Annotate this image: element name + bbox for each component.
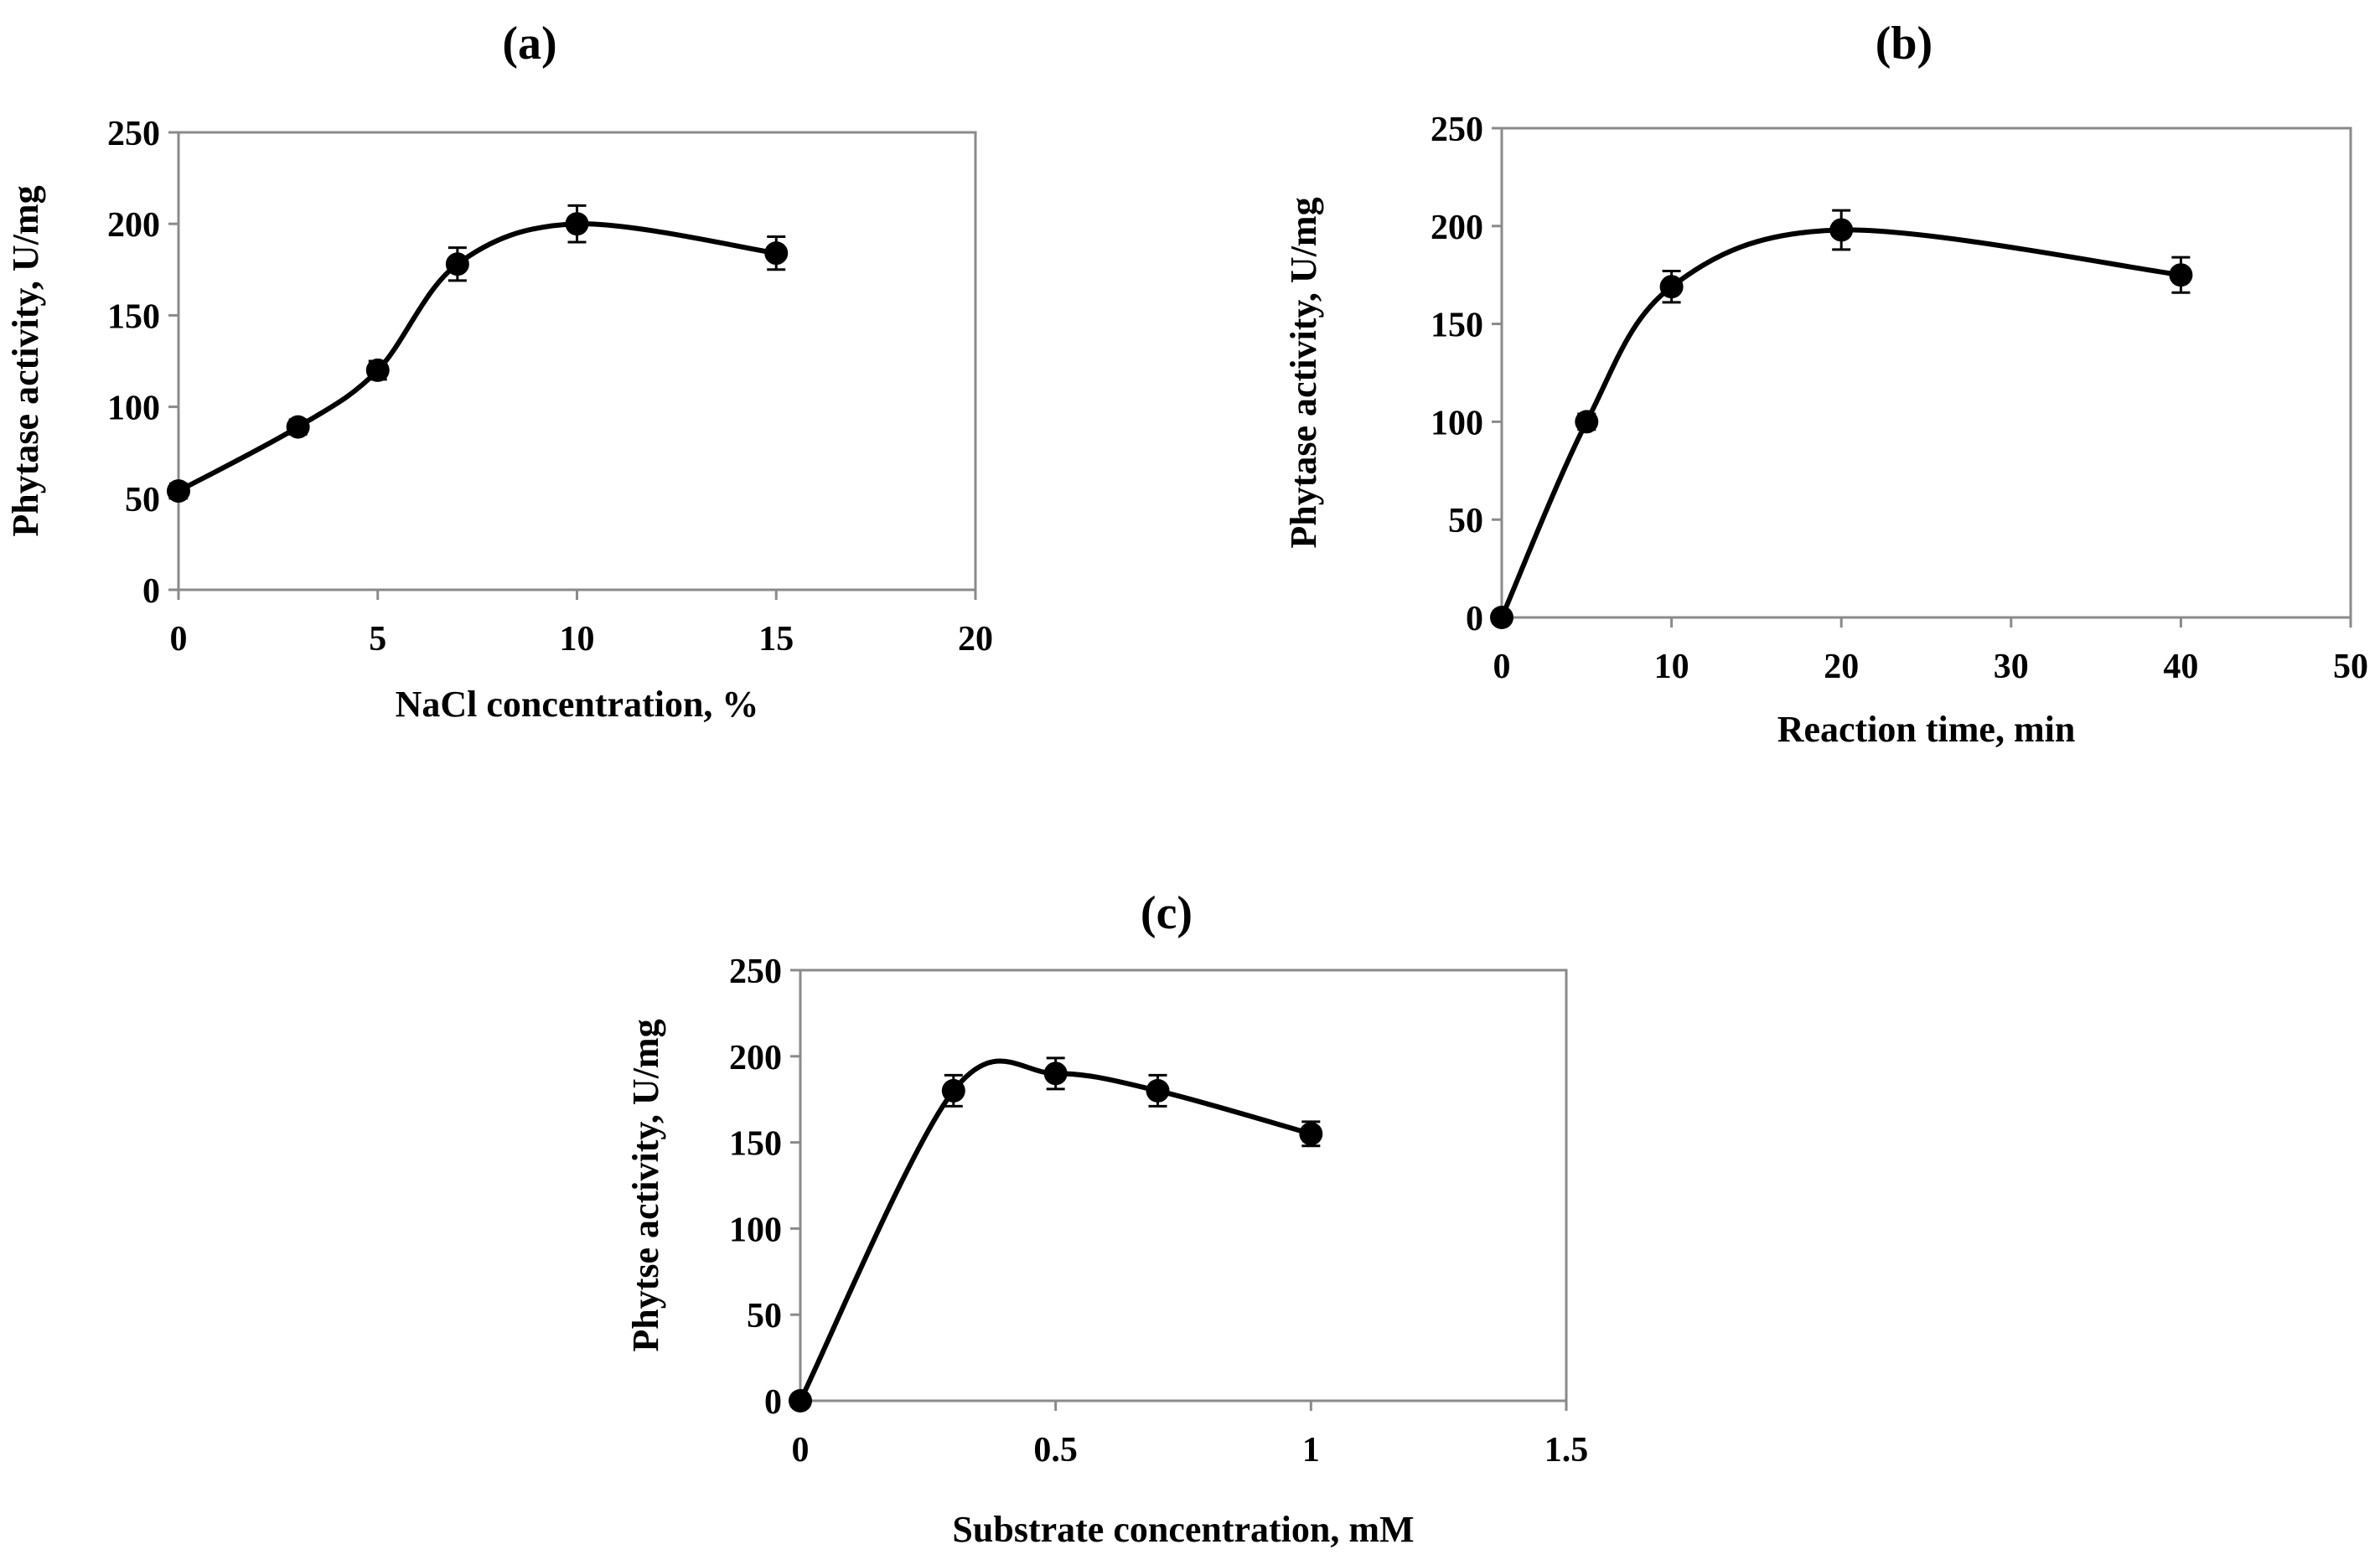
data-point bbox=[2169, 263, 2193, 287]
data-point bbox=[1829, 218, 1854, 242]
y-tick-label: 200 bbox=[729, 1039, 782, 1077]
data-point bbox=[1575, 410, 1599, 434]
plot-area-frame bbox=[799, 968, 1568, 1402]
x-tick-label: 50 bbox=[2333, 648, 2368, 686]
data-point bbox=[286, 415, 310, 439]
x-tick-label: 10 bbox=[1654, 648, 1689, 686]
chart-panel-a: (a) 0 50 100 150 200 250 0 5 10 15 20 NaCl concentra… bbox=[5, 18, 993, 725]
data-point bbox=[789, 1389, 812, 1413]
data-point bbox=[941, 1078, 965, 1103]
plot-area-frame bbox=[1500, 127, 2352, 619]
series-line bbox=[1499, 227, 2181, 619]
data-point bbox=[1490, 606, 1513, 629]
y-tick-label: 250 bbox=[1431, 111, 1483, 149]
y-axis-label: Phytse activity, U/mg bbox=[625, 1019, 666, 1351]
x-tick-label: 40 bbox=[2163, 648, 2198, 686]
x-axis-label: Reaction time, min bbox=[1777, 709, 2076, 750]
y-tick-label: 50 bbox=[1448, 502, 1483, 540]
chart-panel-c: (c) 0 50 100 150 200 250 0 0.5 1 1.5 Substrate conc… bbox=[625, 887, 1588, 1550]
y-tick-label: 50 bbox=[747, 1297, 782, 1335]
plot-area-frame bbox=[177, 131, 977, 591]
y-tick-label: 250 bbox=[729, 953, 782, 991]
x-axis-label: NaCl concentration, % bbox=[396, 684, 759, 725]
data-point bbox=[1146, 1078, 1170, 1103]
data-point bbox=[1299, 1122, 1323, 1146]
panel-title: (c) bbox=[1141, 887, 1193, 939]
panel-title: (a) bbox=[502, 18, 556, 70]
y-tick-label: 100 bbox=[729, 1211, 782, 1249]
y-tick-label: 200 bbox=[1431, 209, 1483, 247]
y-tick-label: 150 bbox=[729, 1125, 782, 1164]
y-tick-label: 0 bbox=[764, 1383, 782, 1422]
series-line bbox=[177, 221, 777, 493]
data-point bbox=[565, 212, 589, 236]
x-axis-label: Substrate concentration, mM bbox=[952, 1509, 1414, 1550]
x-tick-label: 1.5 bbox=[1544, 1431, 1589, 1469]
y-tick-label: 150 bbox=[107, 297, 160, 336]
x-tick-label: 20 bbox=[958, 620, 993, 659]
data-point bbox=[167, 479, 190, 504]
y-tick-label: 100 bbox=[107, 390, 160, 428]
x-tick-label: 10 bbox=[560, 620, 595, 659]
x-tick-label: 0.5 bbox=[1033, 1431, 1078, 1469]
data-point bbox=[1659, 275, 1684, 299]
x-tick-label: 0 bbox=[1493, 648, 1511, 686]
series-line bbox=[798, 1058, 1312, 1402]
data-point bbox=[764, 241, 789, 266]
y-tick-label: 50 bbox=[125, 481, 160, 519]
y-axis-label: Phytase activity, U/mg bbox=[5, 185, 46, 536]
x-tick-label: 20 bbox=[1824, 648, 1859, 686]
x-tick-label: 0 bbox=[170, 620, 188, 659]
data-point bbox=[365, 358, 390, 382]
y-axis-label: Phytase activity, U/mg bbox=[1283, 197, 1324, 548]
y-tick-label: 200 bbox=[107, 206, 160, 245]
y-tick-label: 100 bbox=[1431, 404, 1483, 442]
x-tick-label: 0 bbox=[792, 1431, 810, 1469]
y-tick-label: 250 bbox=[107, 115, 160, 153]
x-tick-label: 15 bbox=[758, 620, 794, 659]
y-tick-label: 150 bbox=[1431, 307, 1483, 345]
data-point bbox=[1043, 1061, 1068, 1086]
y-tick-label: 0 bbox=[142, 572, 160, 611]
y-tick-label: 0 bbox=[1466, 600, 1483, 638]
x-tick-label: 1 bbox=[1302, 1431, 1320, 1469]
panel-title: (b) bbox=[1876, 18, 1932, 70]
data-point bbox=[445, 252, 469, 276]
x-tick-label: 30 bbox=[1994, 648, 2029, 686]
x-tick-label: 5 bbox=[369, 620, 386, 659]
chart-panel-b: (b) 0 50 100 150 200 250 0 10 20 30 40 50 Reaction ti… bbox=[1283, 18, 2368, 750]
